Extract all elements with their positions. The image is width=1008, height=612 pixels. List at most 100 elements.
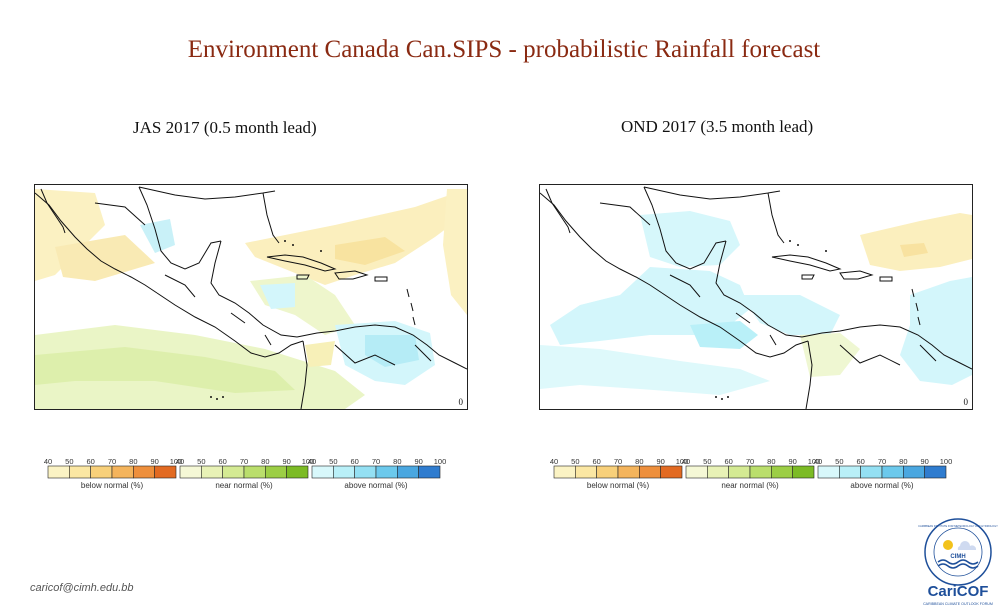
below-normal-tick-4: 80 [635, 457, 643, 466]
below-normal-tick-5: 90 [656, 457, 664, 466]
above-normal-tick-2: 60 [856, 457, 864, 466]
near-normal-tick-6: 100 [302, 457, 315, 466]
above-normal-tick-3: 70 [372, 457, 380, 466]
near-normal-swatch-0 [685, 465, 708, 479]
coast-south-america-pacific [300, 340, 308, 409]
below-normal-caption: below normal (%) [81, 481, 144, 490]
coast-south-america-pacific [805, 340, 813, 409]
shade-near-south [800, 333, 860, 377]
below-normal-swatch-4 [639, 465, 661, 479]
below-normal-swatch-3 [111, 465, 134, 479]
islands-lesser-antilles [911, 288, 921, 326]
above-normal-tick-2: 60 [350, 457, 358, 466]
island-cuba [266, 254, 337, 272]
below-normal-swatch-0 [553, 465, 576, 479]
coast-us-gulf [643, 186, 781, 200]
island-jamaica [801, 274, 815, 280]
above-normal-tick-6: 100 [434, 457, 447, 466]
coast-florida [767, 192, 785, 244]
above-normal-swatch-0 [817, 465, 840, 479]
above-normal-tick-3: 70 [878, 457, 886, 466]
coast-mexico-pacific [540, 192, 663, 294]
below-normal-swatch-1 [575, 465, 597, 479]
above-normal-tick-4: 80 [393, 457, 401, 466]
near-normal-swatch-1 [707, 465, 729, 479]
above-normal-swatch-3 [375, 465, 398, 479]
above-normal-swatch-4 [397, 465, 419, 479]
cloud-icon [957, 541, 977, 550]
shade-below-atlantic-core [335, 237, 405, 265]
above-normal-tick-5: 90 [414, 457, 422, 466]
above-normal-swatch-3 [881, 465, 904, 479]
caricof-logo: CIMH CARIBBEAN INSTITUTE FOR METEOROLOGY… [912, 516, 1004, 608]
near-normal-swatch-2 [728, 465, 751, 479]
above-normal-tick-5: 90 [920, 457, 928, 466]
islands-lesser-antilles [406, 288, 416, 326]
map-axis-tick: 0 [964, 397, 969, 407]
above-normal-swatch-1 [839, 465, 861, 479]
near-normal-swatch-1 [201, 465, 223, 479]
island-puerto-rico [879, 276, 893, 282]
above-normal-caption: above normal (%) [344, 481, 407, 490]
below-normal-swatch-5 [154, 465, 177, 479]
below-normal-tick-2: 60 [592, 457, 600, 466]
above-normal-tick-1: 50 [329, 457, 337, 466]
below-normal-tick-3: 70 [614, 457, 622, 466]
below-normal-tick-3: 70 [108, 457, 116, 466]
map-ond-2017: 0 [539, 184, 973, 410]
below-normal-tick-6: 100 [170, 457, 183, 466]
above-normal-swatch-4 [903, 465, 925, 479]
shade-below-band [55, 235, 155, 281]
above-normal-swatch-2 [860, 465, 883, 479]
above-normal-swatch-0 [311, 465, 334, 479]
coast-gulf [643, 186, 727, 270]
coast-south-america [296, 324, 467, 370]
above-normal-swatch-1 [333, 465, 355, 479]
shade-above-east [900, 277, 972, 385]
below-normal-tick-0: 40 [550, 457, 558, 466]
below-normal-tick-2: 60 [86, 457, 94, 466]
near-normal-tick-2: 60 [724, 457, 732, 466]
near-normal-tick-0: 40 [682, 457, 690, 466]
near-normal-swatch-0 [179, 465, 202, 479]
shade-above-caribbean-core [365, 335, 419, 367]
below-normal-tick-1: 50 [65, 457, 73, 466]
map-jas-2017: 0 [34, 184, 468, 410]
shade-below-atlantic [860, 213, 972, 271]
shade-above-gulf [640, 211, 740, 267]
shade-below-atlantic-core [900, 243, 928, 257]
coast-central-america-east [210, 240, 298, 338]
shade-above-gulf [140, 219, 175, 253]
coast-south-america [801, 324, 972, 370]
near-normal-swatch-3 [749, 465, 772, 479]
above-normal-tick-0: 40 [814, 457, 822, 466]
above-normal-caption: above normal (%) [850, 481, 913, 490]
logo-seal-inner [933, 527, 983, 577]
below-normal-tick-0: 40 [44, 457, 52, 466]
below-normal-swatch-5 [660, 465, 683, 479]
wave-icon [937, 559, 979, 565]
near-normal-swatch-4 [771, 465, 793, 479]
legend-right: 40 50 60 70 80 90 100 below normal (%) 40 50 60 70 8… [550, 456, 954, 496]
below-normal-tick-6: 100 [676, 457, 689, 466]
below-normal-tick-1: 50 [571, 457, 579, 466]
panel-left-label: JAS 2017 (0.5 month lead) [133, 118, 317, 137]
near-normal-swatch-5 [792, 465, 815, 479]
above-normal-tick-6: 100 [940, 457, 953, 466]
below-normal-caption: below normal (%) [587, 481, 650, 490]
below-normal-swatch-3 [617, 465, 640, 479]
coast-baja [40, 188, 66, 234]
coast-central-america [156, 292, 304, 358]
coast-mexico-pacific [35, 192, 158, 294]
coast-florida [262, 192, 280, 244]
coast-us-gulf [138, 186, 276, 200]
borders-land [94, 202, 432, 366]
logo-top-text: CARIBBEAN INSTITUTE FOR METEOROLOGY AND … [918, 524, 998, 528]
near-normal-tick-3: 70 [240, 457, 248, 466]
shade-below-atlantic [245, 189, 467, 285]
logo-brand: CariCOF [928, 583, 989, 600]
footer-email: caricof@cimh.edu.bb [30, 582, 134, 594]
near-normal-tick-5: 90 [788, 457, 796, 466]
near-normal-tick-4: 80 [261, 457, 269, 466]
island-hispaniola [334, 270, 369, 280]
